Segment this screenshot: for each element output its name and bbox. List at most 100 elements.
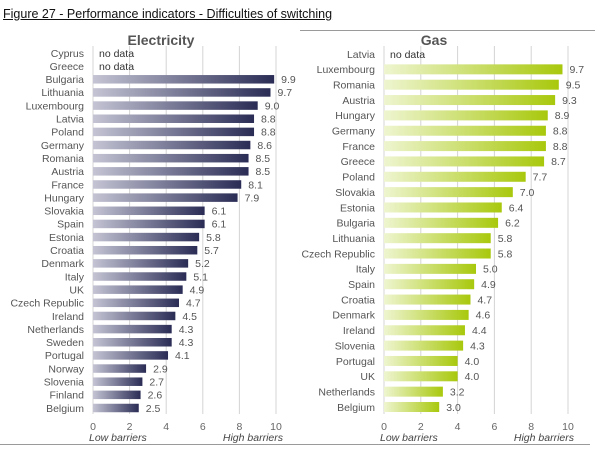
bar-row: Bulgaria 6.2 [336,218,519,230]
bar [93,338,172,347]
category-label: Croatia [50,245,84,257]
bar-row: Italy 5.1 [65,271,208,283]
no-data-label: no data [99,48,134,60]
value-label: 6.1 [212,219,227,231]
category-label: Portugal [45,350,84,362]
category-label: Estonia [340,202,375,214]
category-label: Austria [342,95,375,107]
value-label: 8.7 [551,156,566,168]
bar [93,101,258,110]
x-tick-label: 8 [236,421,242,433]
bar [93,298,180,308]
category-label: Denmark [332,310,375,322]
bar [384,294,471,305]
value-label: 4.7 [186,298,201,310]
category-label: UK [69,284,84,296]
value-label: 4.3 [179,324,194,336]
bar [93,193,238,202]
value-label: 3.2 [450,386,465,398]
bar-row: Spain 6.1 [57,219,226,231]
value-label: 5.2 [195,258,210,270]
category-label: Slovakia [335,187,375,199]
category-label: France [342,141,375,153]
bar [384,325,465,336]
category-label: Norway [48,363,84,375]
bar [93,140,251,150]
value-label: 7.9 [245,192,260,204]
bar-row: Ireland 4.4 [343,325,487,337]
category-label: Lithuania [41,87,84,99]
bar-row: Greece 8.7 [341,156,566,168]
no-data-label: no data [390,49,425,61]
bar [93,390,141,400]
bar [384,217,499,228]
x-tick-label: 6 [491,421,497,433]
value-label: 4.0 [465,371,480,383]
category-label: Sweden [46,337,84,349]
chart-title: Electricity [128,32,195,48]
bar [93,377,143,386]
category-label: Germany [332,126,376,138]
bar-row: Austria 9.3 [342,95,577,107]
bar-row: Germany 8.6 [41,140,272,152]
category-label: Bulgaria [336,218,375,230]
bar [384,248,491,259]
value-label: 8.1 [248,179,263,191]
bar-row: Luxembourg 9.7 [317,64,585,76]
value-label: 4.9 [190,284,205,296]
bar-row: Ireland 4.5 [52,311,197,323]
x-tick-label: 6 [200,421,206,433]
bar-row: Poland 7.7 [342,172,547,184]
bar-row: Germany 8.8 [332,126,568,138]
x-tick-label: 2 [418,421,424,433]
category-label: Netherlands [27,324,84,336]
category-label: Ireland [52,311,84,323]
value-label: 5.1 [193,271,208,283]
bar-row: Belgium 2.5 [46,403,160,415]
value-label: 2.5 [146,403,161,415]
category-label: Romania [333,79,375,91]
value-label: 8.5 [256,166,271,178]
bar-row: Croatia 4.7 [341,294,492,306]
category-label: Luxembourg [317,64,376,76]
category-label: Austria [51,166,84,178]
value-label: 6.2 [505,218,520,230]
bar [93,285,183,294]
figure-title: Figure 27 - Performance indicators - Dif… [3,7,333,21]
bar-row: Luxembourg 9.0 [26,100,280,112]
category-label: Lithuania [332,233,375,245]
bar [93,75,275,84]
bar [93,180,242,189]
category-label: Belgium [337,402,375,414]
bar-row: Belgium 3.0 [337,402,461,414]
bar-row: Latvia no data [347,49,425,61]
bar [384,141,546,152]
category-label: Bulgaria [45,74,84,86]
bar-row: Estonia 6.4 [340,202,524,214]
top-divider [300,30,595,31]
category-label: Spain [57,219,84,231]
bar [384,402,440,412]
bar-row: Hungary 7.9 [44,192,259,204]
value-label: 8.9 [555,110,570,122]
category-label: Portugal [336,356,375,368]
bar-row: Cyprus no data [51,48,134,60]
bar-row: Spain 4.9 [348,279,496,291]
bar-row: Hungary 8.9 [335,110,569,122]
value-label: 4.4 [472,325,487,337]
category-label: Italy [356,264,376,276]
bar-row: Finland 2.6 [50,390,163,402]
value-label: 6.4 [509,202,524,214]
category-label: Germany [41,140,85,152]
x-label-low: Low barriers [380,432,439,444]
category-label: UK [360,371,375,383]
category-label: Slovenia [335,340,375,352]
bar-row: Slovakia 6.1 [44,206,226,218]
category-label: Spain [348,279,375,291]
bar [384,386,443,397]
category-label: Romania [42,153,84,165]
bar [93,206,205,216]
value-label: 9.5 [566,79,581,91]
category-label: Netherlands [318,386,375,398]
